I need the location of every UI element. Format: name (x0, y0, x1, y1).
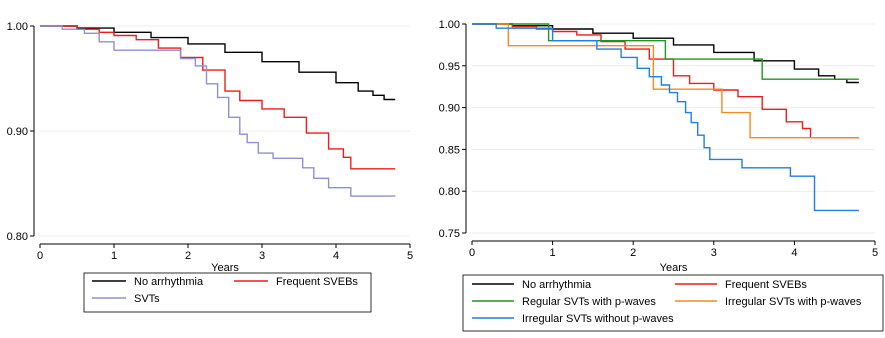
y-tick-label: 0.75 (439, 228, 460, 240)
x-tick-label: 5 (407, 250, 413, 262)
legend-label: Frequent SVEBs (725, 279, 807, 291)
series-line-regular-svts-with-p-waves (472, 23, 859, 80)
y-tick-label: 1.00 (439, 19, 460, 31)
x-tick-label: 0 (469, 247, 475, 259)
y-tick-label: 0.95 (439, 61, 460, 73)
legend-label: Frequent SVEBs (276, 276, 358, 288)
x-tick-label: 0 (37, 250, 43, 262)
y-tick-label: 0.90 (439, 103, 460, 115)
y-tick-label: 0.90 (7, 126, 28, 138)
legend-label: SVTs (134, 293, 160, 305)
series-line-frequent-svebs (40, 25, 396, 170)
x-tick-label: 5 (872, 247, 878, 259)
x-tick-label: 4 (791, 247, 797, 259)
y-tick-label: 0.80 (439, 186, 460, 198)
legend-box (83, 272, 372, 313)
x-tick-label: 1 (550, 247, 556, 259)
series-line-svts (40, 25, 396, 197)
y-tick-label: 0.80 (7, 231, 28, 243)
x-tick-label: 3 (711, 247, 717, 259)
legend-label: Regular SVTs with p-waves (522, 296, 656, 308)
chart-panel-1: 0.80 0.90 1.00 0 1 2 3 4 5 Years No arrhythmia Freq… (7, 21, 413, 313)
x-axis-title: Years (211, 262, 239, 274)
legend: No arrhythmia Frequent SVEBs Regular SVTs … (462, 274, 884, 332)
series-line-irregular-svts-without-p-waves (472, 23, 859, 212)
x-tick-label: 4 (333, 250, 339, 262)
x-axis-title: Years (660, 262, 688, 274)
legend-label: No arrhythmia (522, 279, 592, 291)
legend: No arrhythmia Frequent SVEBs SVTs (83, 272, 372, 313)
x-tick-label: 2 (630, 247, 636, 259)
legend-label: No arrhythmia (134, 276, 204, 288)
legend-label: Irregular SVTs with p-waves (725, 296, 862, 308)
y-tick-label: 0.85 (439, 144, 460, 156)
x-tick-label: 1 (111, 250, 117, 262)
x-tick-label: 3 (259, 250, 265, 262)
series-line-irregular-svts-with-p-waves (472, 23, 859, 139)
y-tick-label: 1.00 (7, 21, 28, 33)
legend-box (462, 274, 884, 332)
legend-label: Irregular SVTs without p-waves (522, 313, 674, 325)
x-tick-label: 2 (185, 250, 191, 262)
